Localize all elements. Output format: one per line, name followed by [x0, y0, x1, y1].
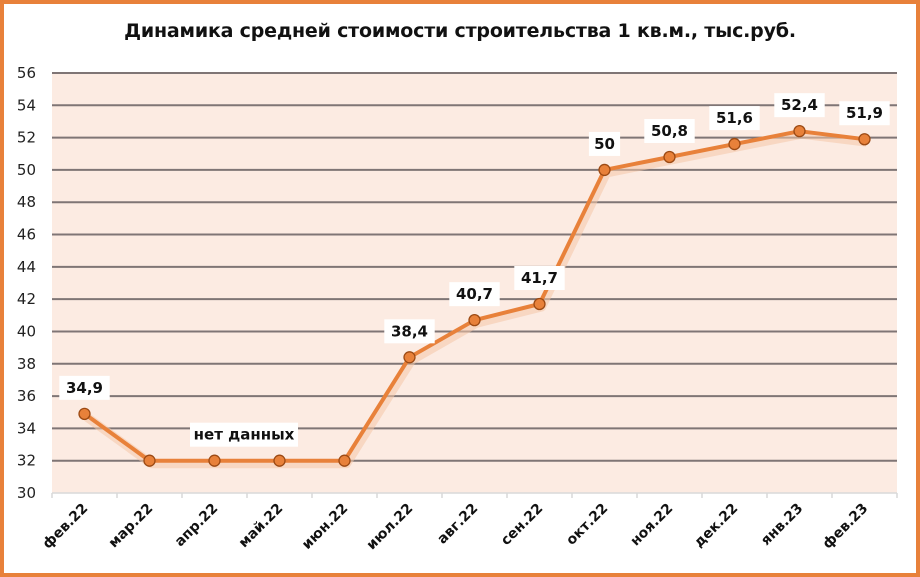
x-tick-label: ноя.22: [627, 501, 676, 550]
data-point-marker: [208, 454, 221, 467]
data-label-box: [514, 266, 565, 290]
data-point-marker: [793, 125, 806, 138]
chart-title: Динамика средней стоимости строительства…: [124, 20, 796, 42]
y-tick-label: 44: [17, 258, 36, 276]
x-tick-label: фев.23: [820, 501, 872, 553]
y-tick-label: 30: [17, 484, 36, 502]
data-label: 41,7: [521, 269, 558, 287]
data-label: 51,6: [716, 109, 753, 127]
y-tick-label: 50: [17, 161, 36, 179]
y-tick-label: 52: [17, 129, 36, 147]
data-point-marker: [468, 314, 481, 327]
data-point-marker: [403, 351, 416, 364]
data-label-box: [709, 106, 760, 131]
data-label-box: [59, 375, 110, 400]
data-point-marker: [338, 454, 351, 467]
x-tick-label: июн.22: [299, 501, 351, 553]
data-label: 34,9: [66, 379, 103, 397]
y-tick-label: 40: [17, 322, 36, 340]
data-label-box: [839, 101, 890, 126]
data-point-marker: [143, 454, 156, 467]
y-tick-label: 42: [17, 290, 36, 308]
x-tick-label: май.22: [236, 501, 287, 552]
x-tick-label: окт.22: [563, 501, 611, 549]
no-data-annotation-box: [190, 422, 298, 447]
x-tick-label: апр.22: [172, 501, 221, 550]
x-tick-label: янв.23: [758, 501, 806, 549]
data-point-marker: [78, 407, 91, 420]
data-label: 52,4: [781, 96, 818, 114]
x-tick-label: дек.22: [691, 501, 741, 551]
data-label: 40,7: [456, 285, 493, 303]
x-tick-label: мар.22: [106, 501, 157, 552]
x-tick-label: июл.22: [364, 501, 417, 554]
y-tick-label: 56: [17, 64, 36, 82]
data-point-marker: [728, 137, 741, 151]
y-tick-label: 32: [17, 452, 36, 470]
data-label-box: [384, 319, 435, 344]
data-point-marker: [533, 297, 546, 311]
y-tick-label: 34: [17, 419, 36, 437]
data-label-box: [644, 119, 695, 143]
data-label: 51,9: [846, 104, 883, 122]
y-tick-label: 38: [17, 355, 36, 373]
x-tick-label: авг.22: [434, 501, 481, 548]
data-label-box: [774, 93, 825, 118]
data-label: 50,8: [651, 122, 688, 140]
no-data-annotation: нет данных: [194, 426, 295, 444]
y-tick-label: 48: [17, 193, 36, 211]
data-label-box: [588, 131, 621, 156]
x-tick-label: фев.22: [40, 501, 92, 553]
data-point-marker: [858, 133, 871, 146]
y-tick-label: 54: [17, 96, 36, 114]
data-label-box: [449, 282, 500, 307]
x-tick-label: сен.22: [498, 501, 546, 549]
y-tick-label: 36: [17, 387, 36, 405]
data-label: 50: [594, 135, 615, 153]
data-point-marker: [663, 150, 676, 164]
y-tick-label: 46: [17, 226, 36, 244]
data-point-marker: [598, 163, 611, 177]
data-point-marker: [273, 454, 286, 467]
data-label: 38,4: [391, 322, 428, 340]
